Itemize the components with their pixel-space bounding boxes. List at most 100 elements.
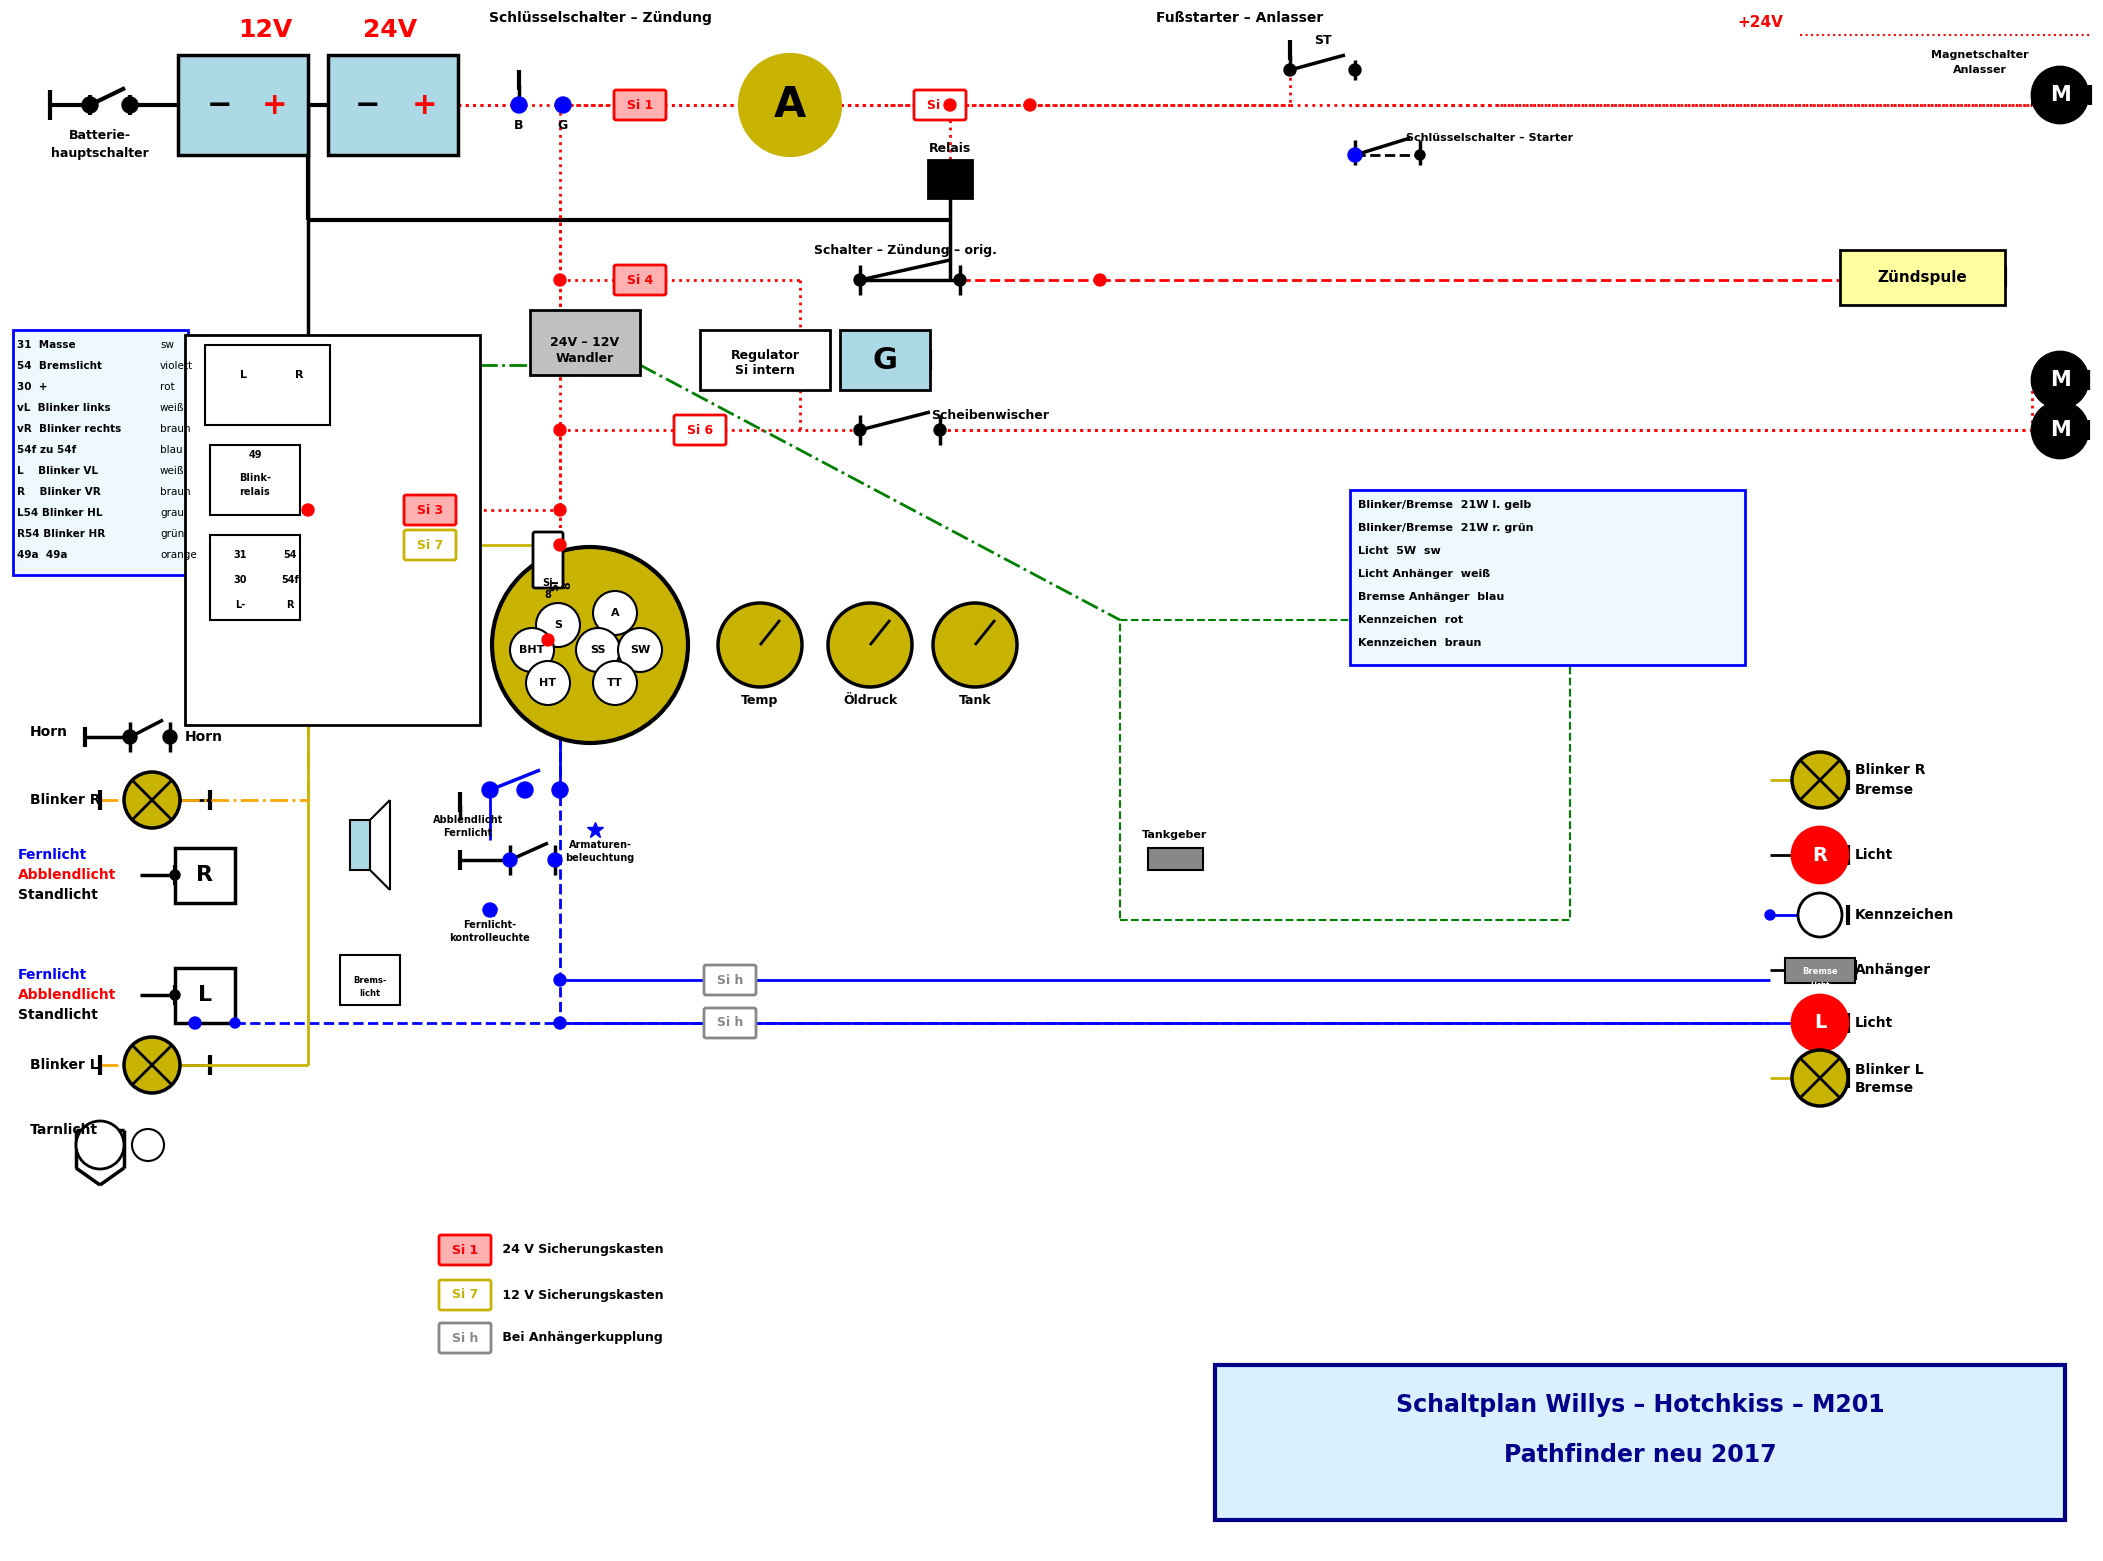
Text: orange: orange <box>160 549 198 560</box>
Circle shape <box>503 852 517 866</box>
Text: hauptschalter: hauptschalter <box>50 147 149 159</box>
Circle shape <box>854 425 866 436</box>
Text: R: R <box>294 370 303 379</box>
Text: Bei Anhängerkupplung: Bei Anhängerkupplung <box>498 1332 662 1344</box>
Text: Fernlicht-: Fernlicht- <box>463 919 517 930</box>
Text: licht: licht <box>360 988 381 997</box>
Text: −: − <box>355 91 381 120</box>
FancyBboxPatch shape <box>440 1280 490 1310</box>
Text: 30  +: 30 + <box>17 382 48 392</box>
Circle shape <box>551 782 568 798</box>
Circle shape <box>618 628 662 671</box>
Text: Armaturen-: Armaturen- <box>568 840 631 851</box>
FancyBboxPatch shape <box>614 91 667 120</box>
Text: R    Blinker VR: R Blinker VR <box>17 487 101 496</box>
Circle shape <box>2031 67 2088 123</box>
Text: SS: SS <box>591 645 606 656</box>
Bar <box>341 955 400 1005</box>
Bar <box>1121 620 1571 919</box>
Circle shape <box>934 425 946 436</box>
Text: 12V: 12V <box>238 19 292 42</box>
Text: vL  Blinker links: vL Blinker links <box>17 403 111 414</box>
Text: Licht: Licht <box>1811 982 1830 988</box>
Circle shape <box>593 660 637 706</box>
Circle shape <box>1094 275 1106 286</box>
Text: grau: grau <box>160 507 183 518</box>
Bar <box>175 848 236 902</box>
Text: Si intern: Si intern <box>736 364 795 376</box>
FancyBboxPatch shape <box>440 1324 490 1353</box>
Text: Tankgeber: Tankgeber <box>1142 830 1207 840</box>
Circle shape <box>511 628 553 671</box>
Bar <box>210 445 301 515</box>
Circle shape <box>526 660 570 706</box>
Text: 54f: 54f <box>282 574 299 585</box>
Text: Si h: Si h <box>717 974 742 987</box>
Text: B: B <box>515 119 524 131</box>
Text: 31  Masse: 31 Masse <box>17 340 76 350</box>
FancyBboxPatch shape <box>705 1008 755 1038</box>
Text: Bremse Anhänger  blau: Bremse Anhänger blau <box>1359 592 1504 603</box>
Text: Blinker R: Blinker R <box>29 793 101 807</box>
Circle shape <box>934 603 1018 687</box>
Bar <box>179 55 307 155</box>
Circle shape <box>1792 1051 1849 1107</box>
Text: Kennzeichen: Kennzeichen <box>1855 909 1954 923</box>
Text: Regulator: Regulator <box>730 348 799 362</box>
Circle shape <box>229 1018 240 1029</box>
Text: A: A <box>610 607 618 618</box>
Circle shape <box>1415 150 1426 159</box>
Text: Licht Anhänger  weiß: Licht Anhänger weiß <box>1359 570 1491 579</box>
Text: −: − <box>208 91 233 120</box>
Text: Blinker R: Blinker R <box>1855 763 1926 777</box>
Text: 54  Bremslicht: 54 Bremslicht <box>17 361 103 372</box>
Text: +: + <box>263 91 288 120</box>
Circle shape <box>955 275 965 286</box>
Text: Si 2: Si 2 <box>927 98 953 111</box>
FancyBboxPatch shape <box>915 91 965 120</box>
Text: Scheibenwischer: Scheibenwischer <box>932 409 1049 421</box>
Bar <box>210 535 301 620</box>
Text: relais: relais <box>240 487 271 496</box>
Text: SW: SW <box>631 645 650 656</box>
Circle shape <box>553 275 566 286</box>
Text: Bremse: Bremse <box>1855 784 1914 798</box>
FancyBboxPatch shape <box>705 965 755 994</box>
Text: Abblendlicht: Abblendlicht <box>433 815 503 826</box>
Text: Licht: Licht <box>1855 1016 1893 1030</box>
Text: Kennzeichen  braun: Kennzeichen braun <box>1359 638 1481 648</box>
Text: R54 Blinker HR: R54 Blinker HR <box>17 529 105 539</box>
Text: Temp: Temp <box>742 693 778 707</box>
Text: Blinker/Bremse  21W r. grün: Blinker/Bremse 21W r. grün <box>1359 523 1533 532</box>
Circle shape <box>854 275 866 286</box>
Text: beleuchtung: beleuchtung <box>566 852 635 863</box>
Circle shape <box>543 634 553 646</box>
Text: kontrolleuchte: kontrolleuchte <box>450 933 530 943</box>
Text: R: R <box>1813 846 1828 865</box>
Circle shape <box>484 902 496 916</box>
Text: 49a  49a: 49a 49a <box>17 549 67 560</box>
Text: Batterie-: Batterie- <box>69 128 130 142</box>
Circle shape <box>1792 752 1849 809</box>
Circle shape <box>164 731 177 745</box>
Bar <box>927 159 972 198</box>
Text: Si: Si <box>543 578 553 588</box>
Circle shape <box>1792 994 1849 1051</box>
Text: L-: L- <box>236 599 246 610</box>
Text: 8: 8 <box>545 590 551 599</box>
Text: Si: Si <box>551 579 559 592</box>
Circle shape <box>492 546 688 743</box>
Text: 24V – 12V: 24V – 12V <box>551 336 620 348</box>
Circle shape <box>1285 64 1295 76</box>
Circle shape <box>124 773 181 827</box>
Text: weiß: weiß <box>160 467 185 476</box>
Bar <box>1785 958 1855 983</box>
Circle shape <box>553 539 566 551</box>
Text: Si 4: Si 4 <box>627 273 654 287</box>
Text: 54f zu 54f: 54f zu 54f <box>17 445 76 454</box>
Text: L: L <box>240 370 246 379</box>
Text: S: S <box>553 620 562 631</box>
Circle shape <box>76 1121 124 1169</box>
Text: Fernlicht: Fernlicht <box>19 968 86 982</box>
Text: Schlüsselschalter – Starter: Schlüsselschalter – Starter <box>1407 133 1573 144</box>
